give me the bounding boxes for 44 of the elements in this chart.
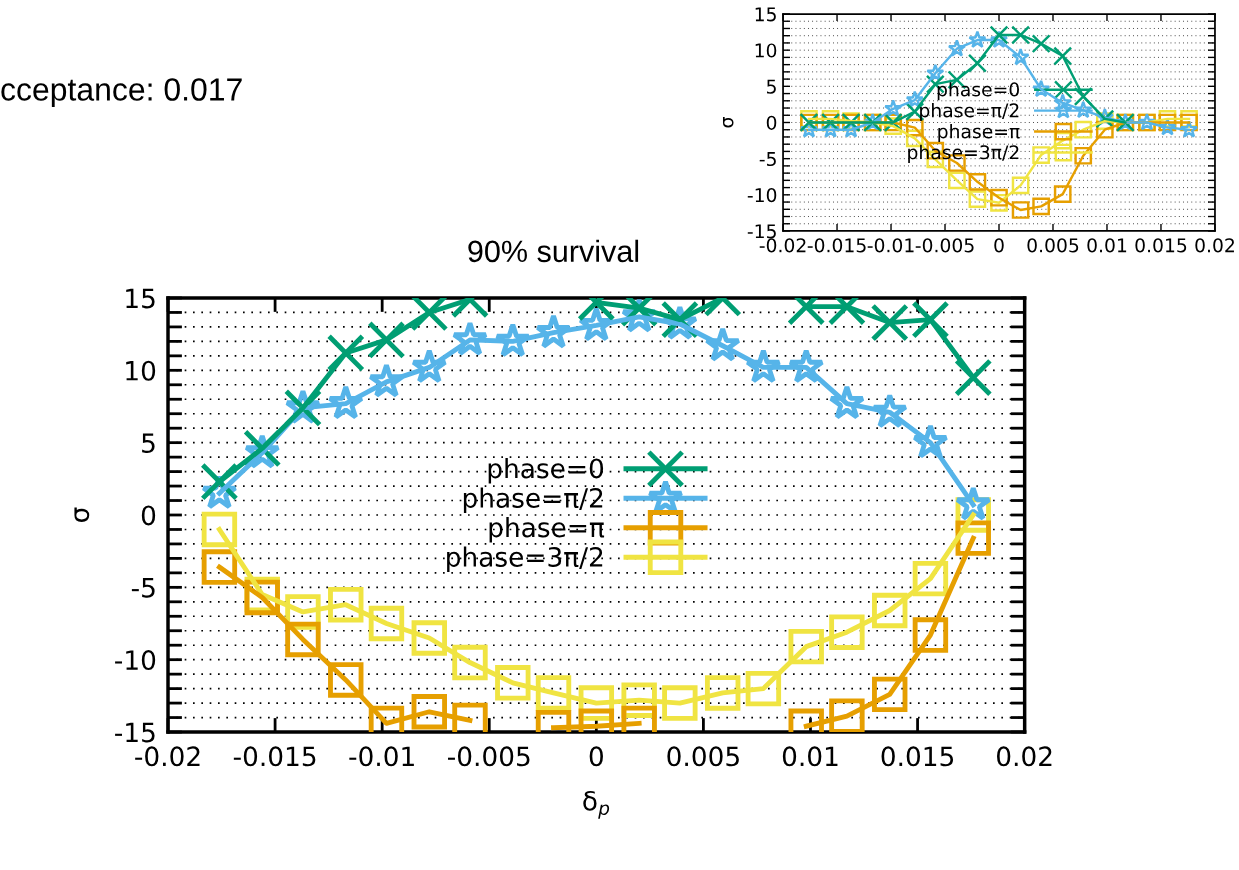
x-tick-label: -0.005 bbox=[915, 238, 974, 253]
y-tick-label: 10 bbox=[755, 43, 777, 58]
x-tick-label: 0.01 bbox=[1087, 238, 1127, 253]
legend-label: phase=0 bbox=[488, 457, 604, 484]
y-tick-label: 15 bbox=[755, 7, 776, 22]
x-tick-label: 0 bbox=[994, 238, 1004, 253]
legend-label: phase=π bbox=[938, 123, 1020, 143]
x-tick-label: -0.005 bbox=[448, 746, 530, 767]
x-tick-label: 0.005 bbox=[1027, 238, 1079, 253]
x-tick-label: -0.015 bbox=[233, 746, 316, 767]
y-axis-title: σ bbox=[722, 117, 734, 128]
x-tick-label: 0.02 bbox=[1195, 238, 1234, 253]
x-tick-label: 0.005 bbox=[667, 746, 739, 767]
x-axis-title: δ$_{p}$ bbox=[583, 790, 610, 819]
x-tick-label: -0.02 bbox=[759, 238, 806, 253]
x-tick-label: 0.01 bbox=[782, 746, 838, 767]
legend-label: phase=π/2 bbox=[463, 487, 603, 514]
y-tick-label: 0 bbox=[766, 115, 777, 130]
legend-label: phase=3π/2 bbox=[447, 546, 603, 573]
y-tick-label: 5 bbox=[142, 433, 155, 454]
y-tick-label: -10 bbox=[115, 650, 156, 671]
legend-label: phase=π bbox=[489, 516, 605, 543]
x-tick-label: 0.015 bbox=[881, 746, 954, 767]
chart-title: 90% survival bbox=[468, 239, 639, 263]
y-tick-label: 5 bbox=[767, 79, 776, 94]
x-tick-label: 0.02 bbox=[997, 746, 1052, 767]
text: cceptance: 0.017 bbox=[1, 78, 242, 108]
y-tick-label: 0 bbox=[141, 505, 156, 526]
y-tick-label: 15 bbox=[126, 288, 155, 309]
y-tick-label: 10 bbox=[126, 360, 156, 381]
x-tick-label: -0.01 bbox=[867, 238, 914, 253]
y-tick-label: -10 bbox=[747, 188, 777, 203]
x-tick-label: -0.01 bbox=[349, 746, 414, 767]
y-axis-title: σ bbox=[74, 507, 90, 522]
y-tick-label: -15 bbox=[747, 224, 776, 239]
x-tick-label: -0.015 bbox=[807, 238, 866, 253]
y-tick-label: -15 bbox=[115, 722, 155, 743]
x-tick-label: -0.02 bbox=[135, 746, 200, 767]
x-tick-label: 0.015 bbox=[1135, 238, 1187, 253]
y-tick-label: -5 bbox=[759, 152, 776, 167]
legend-label: phase=π/2 bbox=[920, 102, 1019, 122]
y-tick-label: -5 bbox=[131, 578, 155, 598]
legend-label: phase=0 bbox=[937, 81, 1020, 101]
x-tick-label: 0 bbox=[589, 746, 603, 767]
